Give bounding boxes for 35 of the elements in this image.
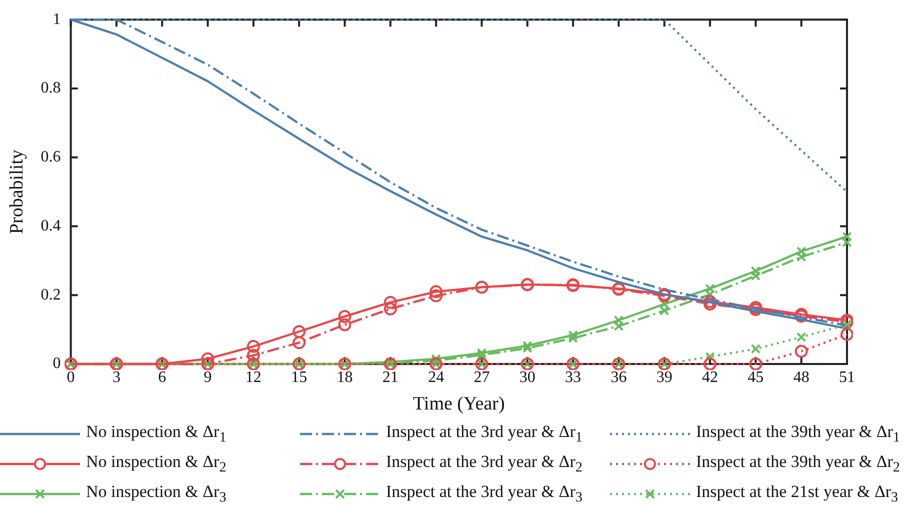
x-tick-label: 36 (610, 368, 627, 386)
x-tick-label: 39 (656, 368, 672, 386)
y-tick-label: 0.8 (40, 80, 61, 97)
y-tick-label: 0.2 (40, 286, 61, 304)
y-tick-label: 0 (52, 355, 61, 372)
legend-label: Inspect at the 3rd year & Δr$_{1}$ (386, 422, 582, 446)
x-tick-label: 45 (748, 368, 764, 386)
x-tick-label: 48 (793, 368, 810, 386)
y-tick-label: 0.6 (40, 148, 61, 166)
x-tick-label: 24 (428, 368, 444, 386)
x-tick-label: 9 (204, 368, 212, 386)
legend-label: No inspection & Δr$_{1}$ (86, 422, 226, 446)
x-tick-label: 12 (245, 368, 262, 386)
legend-label: Inspect at the 3rd year & Δr$_{2}$ (386, 452, 582, 476)
x-tick-label: 15 (291, 368, 308, 386)
legend-label: Inspect at the 39th year & Δr$_{2}$ (696, 452, 900, 476)
x-axis-title: Time (Year) (412, 394, 505, 415)
legend-label: Inspect at the 3rd year & Δr$_{3}$ (386, 482, 582, 506)
x-tick-label: 27 (474, 368, 490, 386)
y-tick-label: 1 (52, 10, 61, 28)
y-tick-label: 0.4 (40, 217, 61, 234)
x-tick-label: 51 (839, 368, 855, 386)
legend-label: Inspect at the 39th year & Δr$_{1}$ (696, 422, 900, 446)
legend-label: No inspection & Δr$_{3}$ (86, 482, 226, 506)
x-tick-label: 21 (382, 368, 398, 386)
x-tick-label: 3 (112, 368, 120, 386)
legend-label: Inspect at the 21st year & Δr$_{3}$ (696, 482, 898, 506)
x-tick-label: 18 (336, 368, 353, 386)
x-tick-label: 30 (519, 368, 536, 386)
x-tick-label: 42 (702, 368, 718, 386)
y-axis-title: Probability (6, 149, 28, 234)
x-tick-label: 0 (66, 368, 75, 386)
legend-label: No inspection & Δr$_{2}$ (86, 452, 226, 476)
x-tick-label: 6 (158, 368, 166, 386)
x-tick-label: 33 (565, 368, 582, 386)
